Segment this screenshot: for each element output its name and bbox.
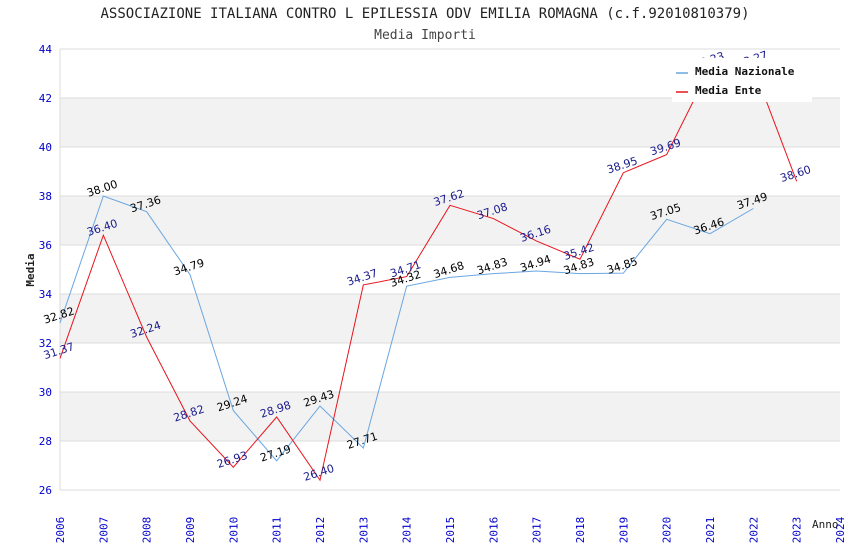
y-tick-label: 42 <box>39 92 52 105</box>
series-line-media-nazionale <box>59 195 754 462</box>
x-tick-label: 2011 <box>271 517 284 544</box>
y-tick-label: 34 <box>39 288 53 301</box>
x-axis-label: Anno <box>812 518 839 531</box>
y-tick-label: 26 <box>39 484 52 497</box>
data-label: 34.79 <box>172 256 206 278</box>
y-tick-label: 32 <box>39 337 52 350</box>
y-axis: 26 28 30 32 34 36 38 40 42 44 <box>39 43 53 497</box>
x-tick-label: 2023 <box>791 517 804 544</box>
x-tick-label: 2020 <box>661 517 674 544</box>
plot-band <box>60 294 840 343</box>
x-tick-label: 2006 <box>54 517 67 544</box>
series-lines <box>59 66 798 482</box>
plot-band <box>60 196 840 245</box>
y-tick-label: 28 <box>39 435 52 448</box>
x-tick-label: 2022 <box>747 517 760 544</box>
y-tick-label: 36 <box>39 239 52 252</box>
x-tick-label: 2014 <box>401 516 414 543</box>
data-label: 26.93 <box>215 449 249 471</box>
x-tick-label: 2010 <box>227 517 240 544</box>
x-tick-label: 2009 <box>184 517 197 544</box>
x-tick-label: 2007 <box>97 517 110 544</box>
y-tick-label: 38 <box>39 190 52 203</box>
x-tick-label: 2017 <box>531 517 544 544</box>
y-tick-label: 40 <box>39 141 52 154</box>
y-tick-label: 30 <box>39 386 52 399</box>
x-tick-label: 2021 <box>704 517 717 544</box>
x-axis: 2006 2007 2008 2009 2010 2011 2012 2013 2014 2015… <box>54 516 847 543</box>
x-tick-label: 2008 <box>141 517 154 544</box>
data-label: 38.60 <box>779 163 813 185</box>
x-tick-label: 2015 <box>444 517 457 544</box>
plot-bands <box>60 98 840 441</box>
plot-band <box>60 392 840 441</box>
x-tick-label: 2012 <box>314 517 327 544</box>
data-label: 38.95 <box>605 154 639 176</box>
plot-band <box>60 98 840 147</box>
y-axis-label: Media <box>24 253 37 286</box>
x-tick-label: 2018 <box>574 517 587 544</box>
x-tick-label: 2019 <box>617 517 630 544</box>
legend-label-media-ente: Media Ente <box>695 84 762 97</box>
y-tick-label: 44 <box>39 43 53 56</box>
x-tick-label: 2024 <box>834 516 847 543</box>
data-label: 26.40 <box>302 462 336 484</box>
legend-label-media-nazionale: Media Nazionale <box>695 65 795 78</box>
data-label: 34.37 <box>345 267 379 289</box>
chart-subtitle: Media Importi <box>374 28 476 43</box>
legend: Media Nazionale Media Ente <box>672 58 812 102</box>
gridlines <box>59 48 840 491</box>
chart-title: ASSOCIAZIONE ITALIANA CONTRO L EPILESSIA… <box>100 6 749 22</box>
legend-box <box>672 58 812 102</box>
x-tick-label: 2016 <box>487 517 500 544</box>
series-line-media-ente <box>59 66 798 482</box>
x-tick-label: 2013 <box>357 517 370 544</box>
